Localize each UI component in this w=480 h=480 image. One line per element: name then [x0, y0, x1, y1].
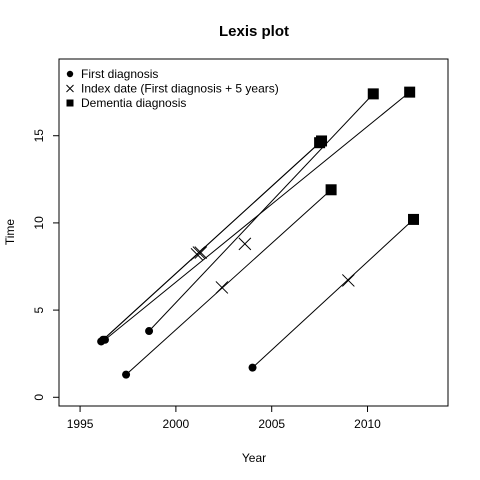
index-date-point	[192, 246, 206, 259]
legend-label: Dementia diagnosis	[81, 96, 186, 110]
series-layer	[97, 86, 420, 379]
series-line	[125, 189, 332, 375]
dementia-diagnosis-point	[404, 86, 416, 98]
chart-title: Lexis plot	[219, 23, 289, 40]
series-line	[104, 91, 410, 341]
x-tick-label: 1995	[67, 417, 94, 431]
legend-dot-icon	[66, 70, 74, 78]
y-tick-label: 0	[32, 394, 46, 401]
x-tick-label: 2010	[354, 417, 381, 431]
legend-square-icon	[66, 99, 74, 107]
dementia-diagnosis-point	[325, 184, 337, 196]
dementia-diagnosis-point	[408, 213, 420, 225]
index-date-point	[342, 274, 355, 287]
x-axis: 1995 2000 2005 2010	[67, 405, 381, 431]
index-date-point	[215, 281, 229, 294]
y-axis: 0 5 10 15	[32, 129, 60, 401]
legend-cross-icon	[66, 84, 74, 93]
index-date-point	[194, 246, 208, 259]
dementia-diagnosis-point	[367, 88, 379, 100]
first-diagnosis-point	[145, 327, 154, 336]
x-tick-label: 2005	[258, 417, 285, 431]
index-date-point	[238, 237, 252, 251]
y-tick-label: 15	[32, 129, 46, 143]
y-tick-label: 5	[32, 306, 46, 313]
y-tick-label: 10	[32, 216, 46, 230]
series-line	[102, 140, 322, 341]
dementia-diagnosis-point	[316, 135, 328, 147]
series-line	[252, 219, 414, 369]
x-tick-label: 2000	[163, 417, 190, 431]
legend-label: Index date (First diagnosis + 5 years)	[81, 82, 279, 96]
y-axis-label: Time	[3, 219, 17, 246]
first-diagnosis-point	[100, 335, 109, 344]
first-diagnosis-point	[122, 370, 131, 379]
plot-frame	[58, 58, 449, 407]
first-diagnosis-point	[248, 363, 257, 372]
x-axis-label: Year	[242, 451, 266, 465]
legend-label: First diagnosis	[81, 67, 158, 81]
